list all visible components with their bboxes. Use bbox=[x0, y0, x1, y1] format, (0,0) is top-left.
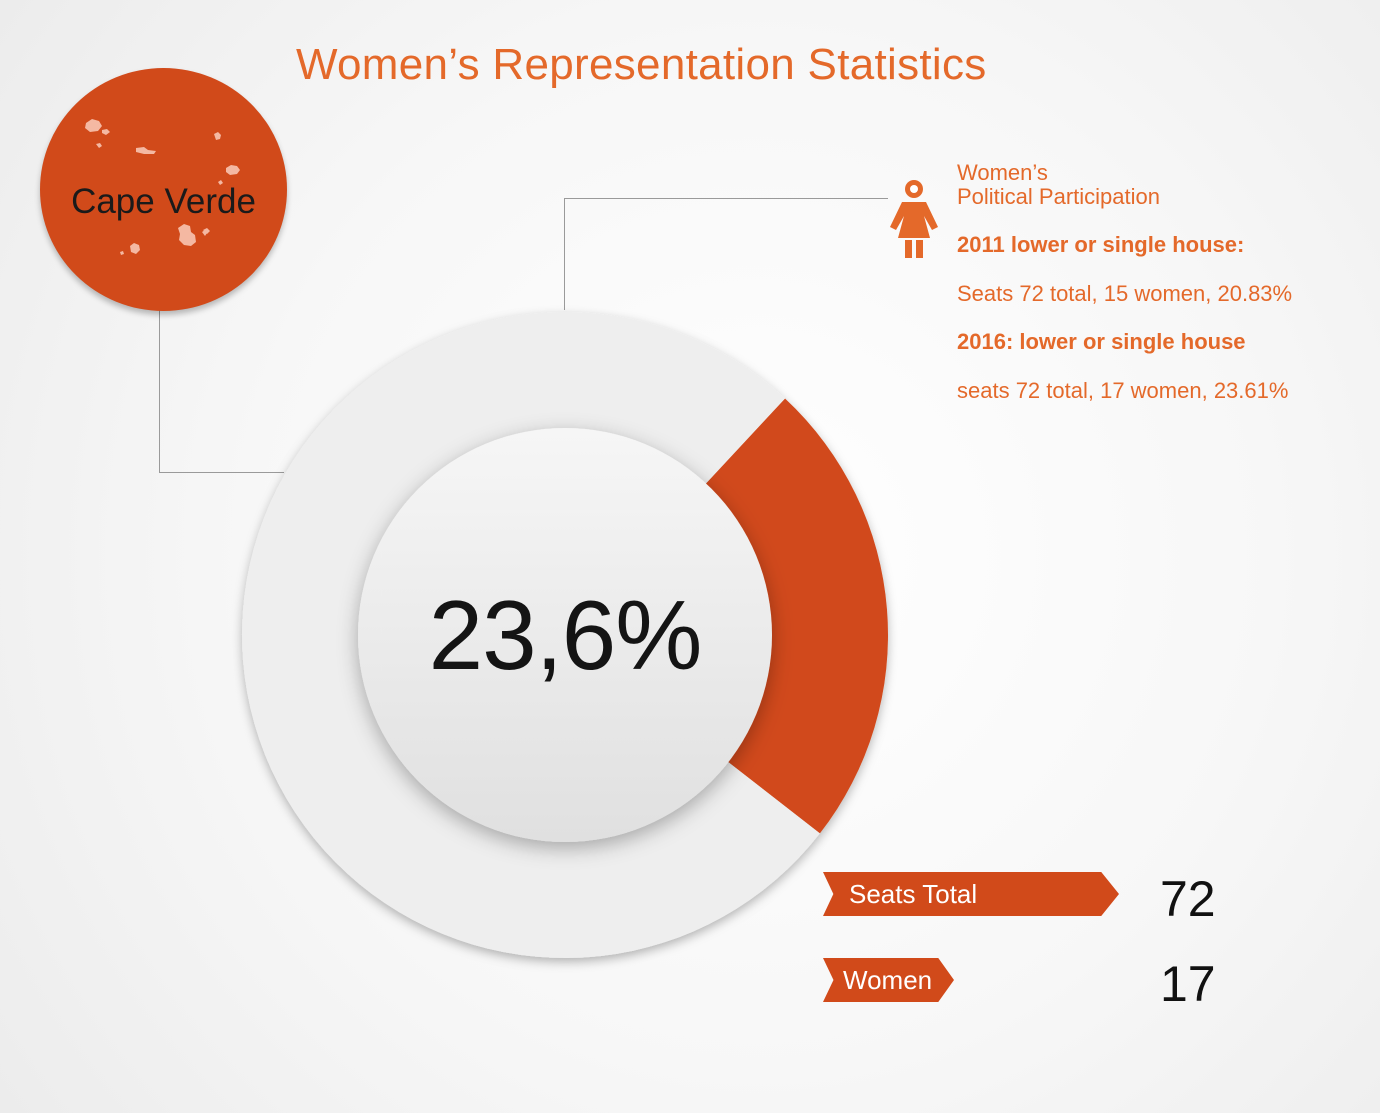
seats-total-tag: Seats Total bbox=[823, 872, 1119, 916]
women-value: 17 bbox=[1160, 956, 1216, 1012]
page-title: Women’s Representation Statistics bbox=[296, 40, 987, 89]
info-2016-text: seats 72 total, 17 women, 23.61% bbox=[957, 378, 1289, 403]
connector-country-horizontal bbox=[159, 472, 284, 473]
country-badge: Cape Verde bbox=[40, 68, 287, 311]
info-heading-line2: Political Participation bbox=[957, 184, 1160, 209]
seats-total-label: Seats Total bbox=[849, 878, 978, 909]
donut-inner-disc bbox=[358, 428, 772, 842]
seats-total-value: 72 bbox=[1160, 871, 1216, 927]
info-heading-line1: Women’s bbox=[957, 160, 1048, 185]
info-2016-label: 2016: lower or single house bbox=[957, 329, 1246, 354]
donut-center-value: 23,6% bbox=[428, 579, 703, 690]
women-tag: Women bbox=[823, 958, 954, 1002]
info-2011-text: Seats 72 total, 15 women, 20.83% bbox=[957, 281, 1293, 306]
info-2011-label: 2011 lower or single house: bbox=[957, 232, 1245, 257]
women-label: Women bbox=[843, 964, 933, 995]
connector-info-vertical bbox=[564, 198, 565, 310]
cape-verde-map-icon bbox=[85, 119, 240, 255]
connector-country-vertical bbox=[159, 308, 160, 473]
country-name: Cape Verde bbox=[71, 182, 256, 221]
connector-info-horizontal bbox=[564, 198, 888, 199]
woman-figure-icon bbox=[890, 180, 938, 258]
info-heading: Women’s Political Participation bbox=[957, 161, 1317, 209]
